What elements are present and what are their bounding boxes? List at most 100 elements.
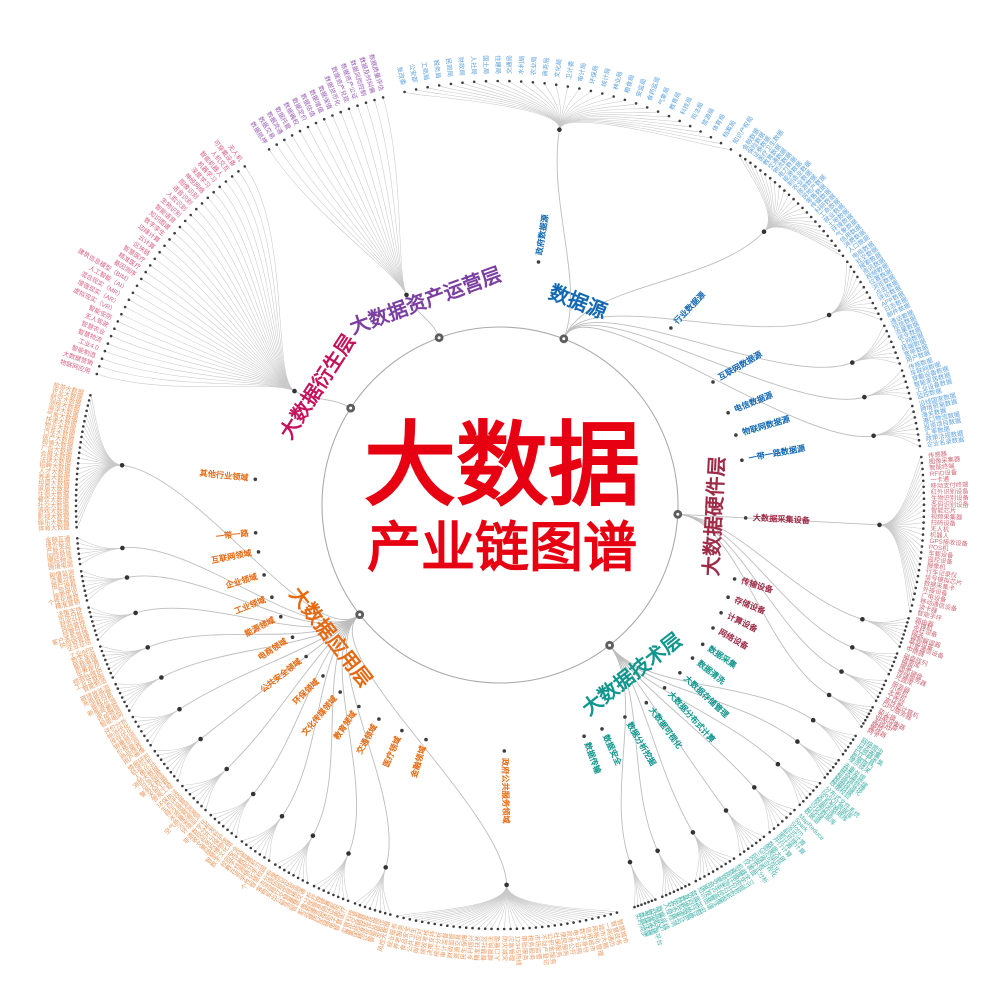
leaf-dot [918,563,922,566]
link-curve [225,181,295,392]
link-curve [864,394,911,400]
leaf-dot [640,903,643,906]
leaf-dot [84,594,88,597]
link-curve [629,862,636,908]
leaf-dot [922,479,925,483]
link-curve [157,738,201,756]
leaf-label: 招聘大数据 [39,460,72,472]
leaf-dot [200,202,204,205]
leaf-dot [609,913,613,916]
leaf-dot [792,197,795,201]
leaf-dot [762,835,766,839]
leaf-label: 游戏大数据 [37,506,69,515]
leaf-label: RFID设备 [930,467,959,478]
sub-branch-dot [502,749,507,753]
leaf-dot [85,599,89,602]
leaf-dot [907,617,910,620]
link-curve [763,182,776,232]
leaf-dot [378,910,382,913]
leaf-dot [317,887,321,890]
leaf-dot [889,668,892,672]
leaf-dot [668,892,672,895]
leaf-dot [808,792,812,796]
leaf-dot [815,785,818,789]
link-curve [657,850,667,896]
link-curve [80,441,123,466]
fan-vertex-dot [826,692,832,698]
sub-branch-dot [377,717,381,721]
link-curve [506,884,587,921]
leaf-dot [278,866,282,869]
leaf-dot [402,916,405,920]
leaf-dot [650,899,654,903]
leaf-dot [871,706,874,709]
link-curve [532,82,560,130]
link-curve [873,405,913,437]
link-curve [294,390,351,409]
leaf-dot [116,320,120,323]
leaf-dot [178,225,182,229]
sub-branch-dot [732,577,737,581]
leaf-dot [106,342,110,345]
leaf-dot [188,792,192,796]
leaf-dot [913,416,917,419]
link-curve [154,738,201,752]
leaf-dot [884,679,888,683]
leaf-dot [258,853,262,856]
leaf-dot [472,80,476,84]
leaf-dot [871,301,875,305]
leaf-dot [802,800,805,803]
leaf-dot [826,234,829,238]
leaf-dot [196,800,199,804]
leaf-dot [711,870,715,873]
leaf-label: 金融互通 [45,533,72,544]
sub-branch-label: 其他行业领域 [199,468,250,483]
leaf-label: 精准扶贫 [472,935,482,961]
leaf-dot [496,79,500,83]
link-curve [677,513,863,620]
leaf-dot [746,847,750,850]
leaf-dot [823,776,827,779]
leaf-dot [91,620,94,623]
link-curve [81,571,128,579]
leaf-dot [218,185,221,189]
link-curve [159,251,295,392]
link-curve [179,614,360,710]
leaf-dot [812,789,815,792]
link-curve [813,719,856,737]
leaf-label: 养老大数据 [38,472,71,483]
link-curve [828,302,873,316]
leaf-label: 餐饮大数据 [37,495,69,504]
link-curve [126,575,360,625]
leaf-dot [123,700,126,704]
link-curve [96,612,136,636]
leaf-dot [684,885,687,888]
leaf-dot [918,444,922,448]
leaf-dot [809,215,813,219]
link-curve [75,465,123,496]
leaf-dot [267,859,271,862]
link-curve [313,853,349,887]
link-curve [275,835,314,865]
leaf-dot [477,927,481,930]
leaf-label: 农业局 [528,56,538,76]
link-curve [213,192,295,392]
link-curve [873,417,915,437]
leaf-dot [703,875,706,878]
leaf-dot [680,886,683,890]
leaf-dot [120,312,123,316]
leaf-dot [426,85,429,89]
leaf-dot [768,176,772,180]
link-curve [170,738,201,773]
leaf-dot [137,725,140,728]
sub-branch-label: 互联网领域 [210,547,253,565]
leaf-dot [914,586,918,590]
leaf-label: 传感器 [928,449,948,460]
link-curve [506,884,556,926]
leaf-dot [554,83,558,86]
link-curve [754,787,770,833]
link-curve [75,465,123,501]
link-curve [754,787,775,829]
leaf-dot [841,254,845,258]
branch-node-hole [608,643,612,647]
